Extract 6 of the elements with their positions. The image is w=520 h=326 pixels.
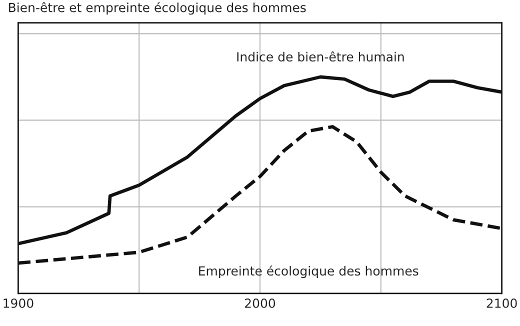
chart-title: Bien-être et empreinte écologique des hommes <box>9 2 306 15</box>
x-tick-label: 2100 <box>486 298 517 308</box>
text: Empreinte écologique des hommes <box>199 265 418 278</box>
x-tick-label: 1900 <box>4 298 34 308</box>
x-tick-label: 2000 <box>245 298 276 308</box>
series-label: Indice de bien-être humain <box>237 51 404 62</box>
